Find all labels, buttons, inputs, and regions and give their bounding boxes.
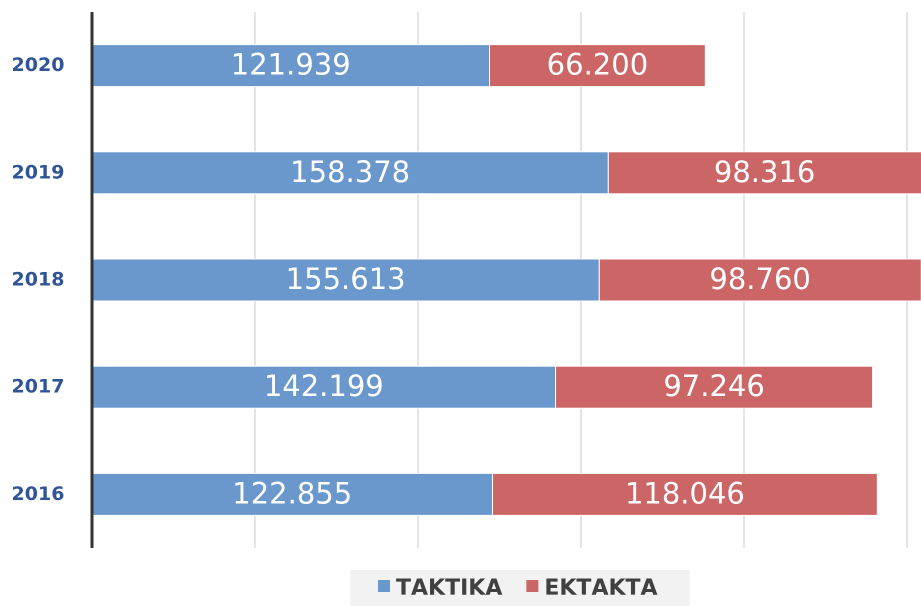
y-tick-label: 2018 [12,269,65,291]
legend-swatch [378,580,390,592]
data-label: 122.855 [232,476,352,510]
legend-label: ΤΑΚΤΙΚΑ [396,576,502,601]
y-tick-label: 2019 [12,161,65,183]
data-label: 155.613 [286,262,406,296]
y-tick-label: 2017 [12,376,65,398]
data-label: 121.939 [231,48,351,82]
data-label: 142.199 [264,369,384,403]
bar-segment [492,472,878,516]
data-label: 97.246 [663,369,764,403]
data-label: 98.760 [709,262,810,296]
bar-segment [91,365,557,409]
data-label: 66.200 [547,48,648,82]
bar-segment [607,151,921,195]
legend-swatch [526,580,539,592]
data-label: 118.046 [625,476,745,510]
bar-segment [489,44,706,88]
data-label: 158.378 [290,155,410,189]
bar-segment [598,258,921,302]
bar-segment [555,365,874,409]
bar-segment [91,472,494,516]
legend-label: ΕΚΤΑΚΤΑ [544,576,657,601]
y-tick-label: 2016 [12,483,65,505]
data-label: 98.316 [714,155,815,189]
legend-box [350,570,690,606]
y-tick-label: 2020 [12,54,65,76]
bar-segment [91,44,491,88]
